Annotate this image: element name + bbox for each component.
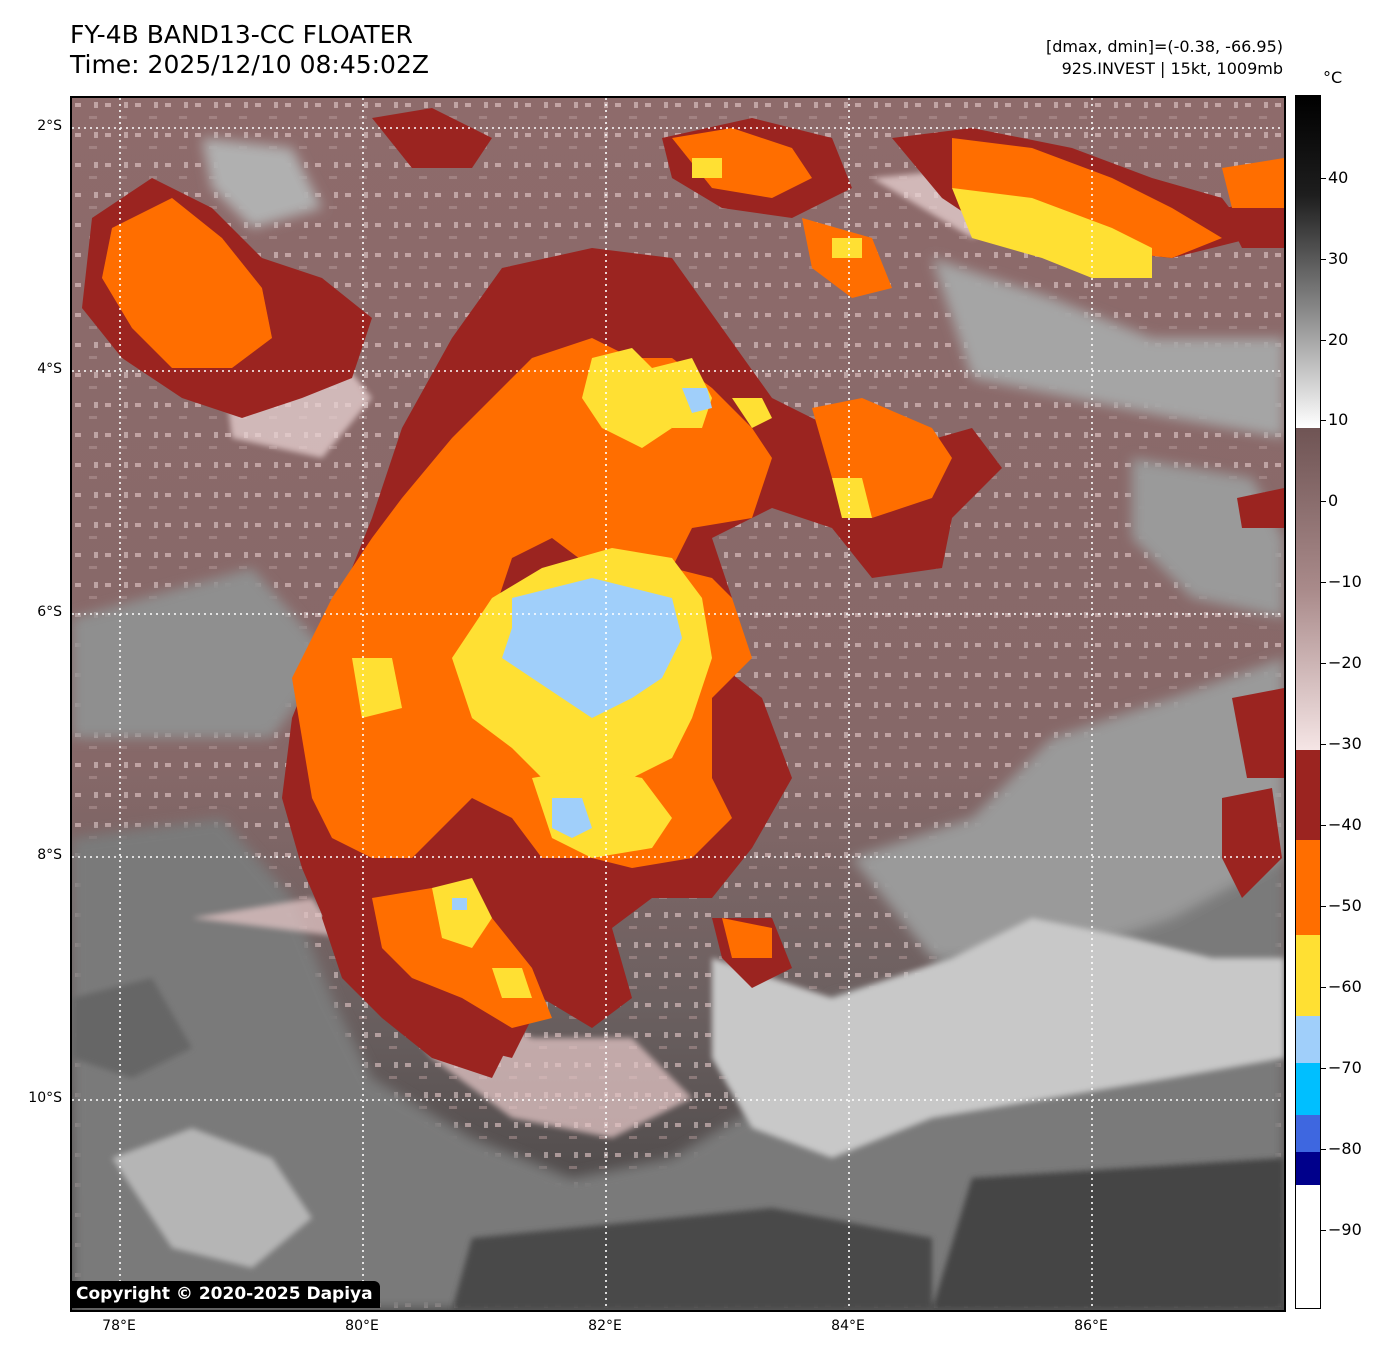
colorbar-tick [1320,1230,1326,1231]
observation-time: Time: 2025/12/10 08:45:02Z [70,50,429,79]
colorbar-segment-royalblue [1296,1115,1320,1152]
colorbar-segment-lightblue [1296,1016,1320,1063]
colorbar-tick [1320,582,1326,583]
colorbar-label-20: 20 [1328,330,1349,349]
colorbar-segment-navy [1296,1152,1320,1185]
colorbar-tick [1320,744,1326,745]
colorbar-label-minus60: −60 [1328,977,1362,996]
colorbar-tick [1320,1068,1326,1069]
colorbar-label-10: 10 [1328,410,1349,429]
colorbar-tick [1320,906,1326,907]
colorbar-tick [1320,420,1326,421]
temperature-colorbar [1295,95,1321,1309]
colorbar-label-30: 30 [1328,249,1349,268]
colorbar-label-minus70: −70 [1328,1058,1362,1077]
colorbar-label-minus10: −10 [1328,572,1362,591]
colorbar-label-minus40: −40 [1328,815,1362,834]
colorbar-segment-gray [1296,96,1320,428]
colorbar-tick [1320,501,1326,502]
colorbar-segment-yellow [1296,935,1320,1016]
colorbar-tick [1320,259,1326,260]
colorbar-unit: °C [1323,68,1343,87]
lon-label-78e: 78°E [102,1318,136,1334]
satellite-imagery [72,98,1284,1310]
lon-label-86e: 86°E [1074,1318,1108,1334]
colorbar-label-40: 40 [1328,168,1349,187]
bright-cloud-layer [72,918,1284,1310]
gray-cloud-layer [72,138,1284,1310]
lon-label-82e: 82°E [588,1318,622,1334]
colorbar-tick [1320,987,1326,988]
colorbar-segment-cyan [1296,1063,1320,1115]
colorbar-label-minus30: −30 [1328,734,1362,753]
lat-label-2s: 2°S [37,118,62,134]
colorbar-label-minus50: −50 [1328,896,1362,915]
colorbar-tick [1320,825,1326,826]
product-title: FY-4B BAND13-CC FLOATER [70,20,413,49]
copyright-badge: Copyright © 2020-2025 Dapiya [70,1281,380,1308]
colorbar-label-minus80: −80 [1328,1139,1362,1158]
colorbar-label-minus20: −20 [1328,653,1362,672]
lon-label-80e: 80°E [345,1318,379,1334]
info-block: [dmax, dmin]=(-0.38, -66.95) 92S.INVEST … [1046,36,1283,80]
coldest-tops-blue [452,388,712,910]
colorbar-label-0: 0 [1328,491,1339,510]
lat-label-8s: 8°S [37,847,62,863]
colorbar-label-minus90: −90 [1328,1220,1362,1239]
colorbar-gradient [1296,96,1320,1308]
storm-info-text: 92S.INVEST | 15kt, 1009mb [1061,59,1283,78]
colorbar-segment-darkred [1296,750,1320,840]
colorbar-tick [1320,178,1326,179]
lat-label-6s: 6°S [37,604,62,620]
chart-title-block: FY-4B BAND13-CC FLOATER Time: 2025/12/10… [70,20,429,80]
satellite-map [70,96,1286,1312]
temperature-range-text: [dmax, dmin]=(-0.38, -66.95) [1045,37,1283,56]
colorbar-tick [1320,663,1326,664]
map-gridlines [72,98,1284,1310]
colorbar-tick [1320,340,1326,341]
lat-label-4s: 4°S [37,361,62,377]
lat-label-10s: 10°S [28,1090,62,1106]
colorbar-segment-mauve [1296,428,1320,750]
colorbar-tick [1320,1149,1326,1150]
colorbar-segment-orange [1296,840,1320,935]
colorbar-segment-white [1296,1185,1320,1308]
lon-label-84e: 84°E [831,1318,865,1334]
